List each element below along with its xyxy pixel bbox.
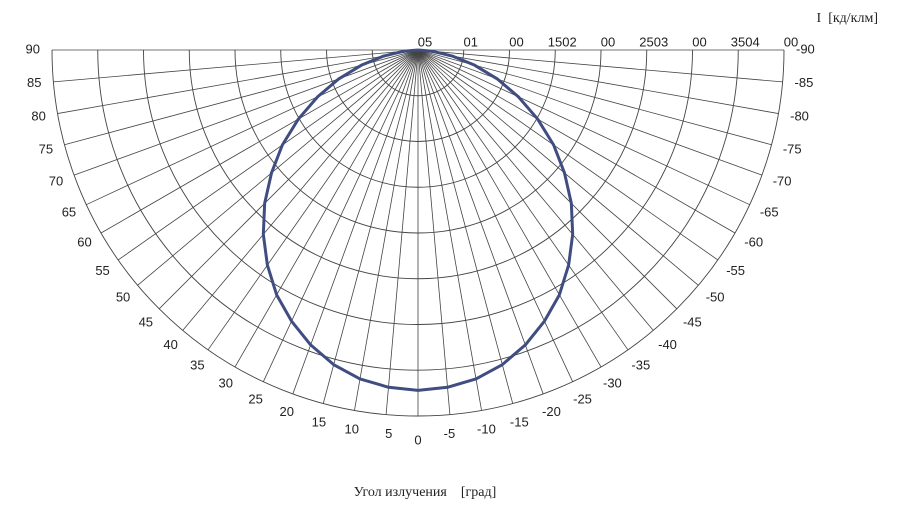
grid-spoke [354, 49, 419, 411]
grid-spoke [417, 49, 629, 351]
radial-scale-label: 00 [692, 34, 706, 49]
angle-tick-label: -80 [790, 108, 809, 123]
angle-tick-label: 55 [95, 263, 109, 278]
grid-spoke [417, 49, 574, 382]
angle-tick-label: -25 [573, 391, 592, 406]
radial-scale-label: 05 [418, 34, 432, 49]
angle-tick-label: 40 [163, 337, 177, 352]
angle-tick-label: 0 [414, 432, 421, 447]
angle-tick-label: -70 [773, 173, 792, 188]
grid-spoke [417, 49, 544, 395]
angle-tick-label: -75 [783, 141, 802, 156]
angle-tick-label: -30 [603, 376, 622, 391]
radial-scale-label: 01 [464, 34, 478, 49]
grid-spoke [86, 49, 419, 206]
grid-spoke [100, 49, 419, 234]
grid-spoke [417, 49, 783, 83]
angle-tick-label: -60 [744, 234, 763, 249]
angle-tick-label: -5 [444, 426, 456, 441]
grid-spoke [137, 49, 419, 286]
angle-tick-label: -55 [726, 263, 745, 278]
grid-spoke [417, 49, 719, 261]
angle-tick-label: 85 [27, 75, 41, 90]
angle-tick-label: 35 [190, 358, 204, 373]
angle-tick-label: 25 [248, 391, 262, 406]
radial-axis-label: I [кд/клм] [817, 11, 878, 26]
grid-spoke [417, 49, 678, 310]
grid-spoke [417, 49, 750, 206]
angle-tick-label: 20 [280, 404, 294, 419]
grid-spoke [57, 49, 419, 114]
grid-spoke [182, 49, 419, 331]
angle-tick-label: -10 [477, 422, 496, 437]
radial-scale-label: 00 [601, 34, 615, 49]
angle-tick-label: 75 [39, 141, 53, 156]
radial-scale-label: 2503 [639, 34, 668, 49]
angle-tick-label: 80 [31, 108, 45, 123]
angle-tick-label: 70 [49, 173, 63, 188]
grid-spoke [322, 49, 419, 404]
intensity-curve [261, 48, 575, 392]
angle-tick-label: -35 [631, 358, 650, 373]
angle-tick-label: 5 [385, 426, 392, 441]
radial-scale-label: 1502 [548, 34, 577, 49]
grid-spoke [207, 49, 419, 351]
grid-spoke [53, 49, 419, 83]
angle-tick-label: -15 [510, 414, 529, 429]
grid-spoke [234, 49, 419, 368]
grid-spoke [417, 49, 779, 114]
angle-tick-label: 45 [139, 314, 153, 329]
radial-scale-label: 00 [784, 34, 798, 49]
angle-tick-label: 30 [219, 376, 233, 391]
grid-spoke [417, 49, 736, 234]
angle-tick-label: 90 [26, 41, 40, 56]
grid-spoke [417, 49, 514, 404]
angle-tick-label: -90 [796, 41, 815, 56]
angle-tick-label: -20 [542, 404, 561, 419]
grid-spoke [385, 49, 419, 415]
grid-spoke [417, 49, 654, 331]
grid-spoke [417, 49, 763, 176]
angle-tick-label: 65 [62, 205, 76, 220]
angle-tick-label: 60 [77, 234, 91, 249]
grid-spoke [73, 49, 419, 176]
radial-scale-label: 00 [509, 34, 523, 49]
grid-spoke [292, 49, 419, 395]
angle-tick-label: 50 [116, 290, 130, 305]
angle-axis-label: Угол излучения [град] [354, 485, 496, 500]
grid-spoke [417, 49, 699, 286]
radial-scale-label: 3504 [731, 34, 760, 49]
angle-tick-label: 10 [345, 422, 359, 437]
angle-tick-label: 15 [312, 414, 326, 429]
grid-spoke [262, 49, 419, 382]
grid-spoke [417, 49, 482, 411]
angle-tick-label: -85 [795, 75, 814, 90]
angle-tick-label: -50 [706, 290, 725, 305]
grid-spoke [417, 49, 451, 415]
angle-tick-label: -65 [760, 205, 779, 220]
grid-spoke [158, 49, 419, 310]
grid-spoke [417, 49, 602, 368]
angle-tick-label: -40 [658, 337, 677, 352]
angle-tick-label: -45 [683, 314, 702, 329]
grid-spoke [117, 49, 419, 261]
